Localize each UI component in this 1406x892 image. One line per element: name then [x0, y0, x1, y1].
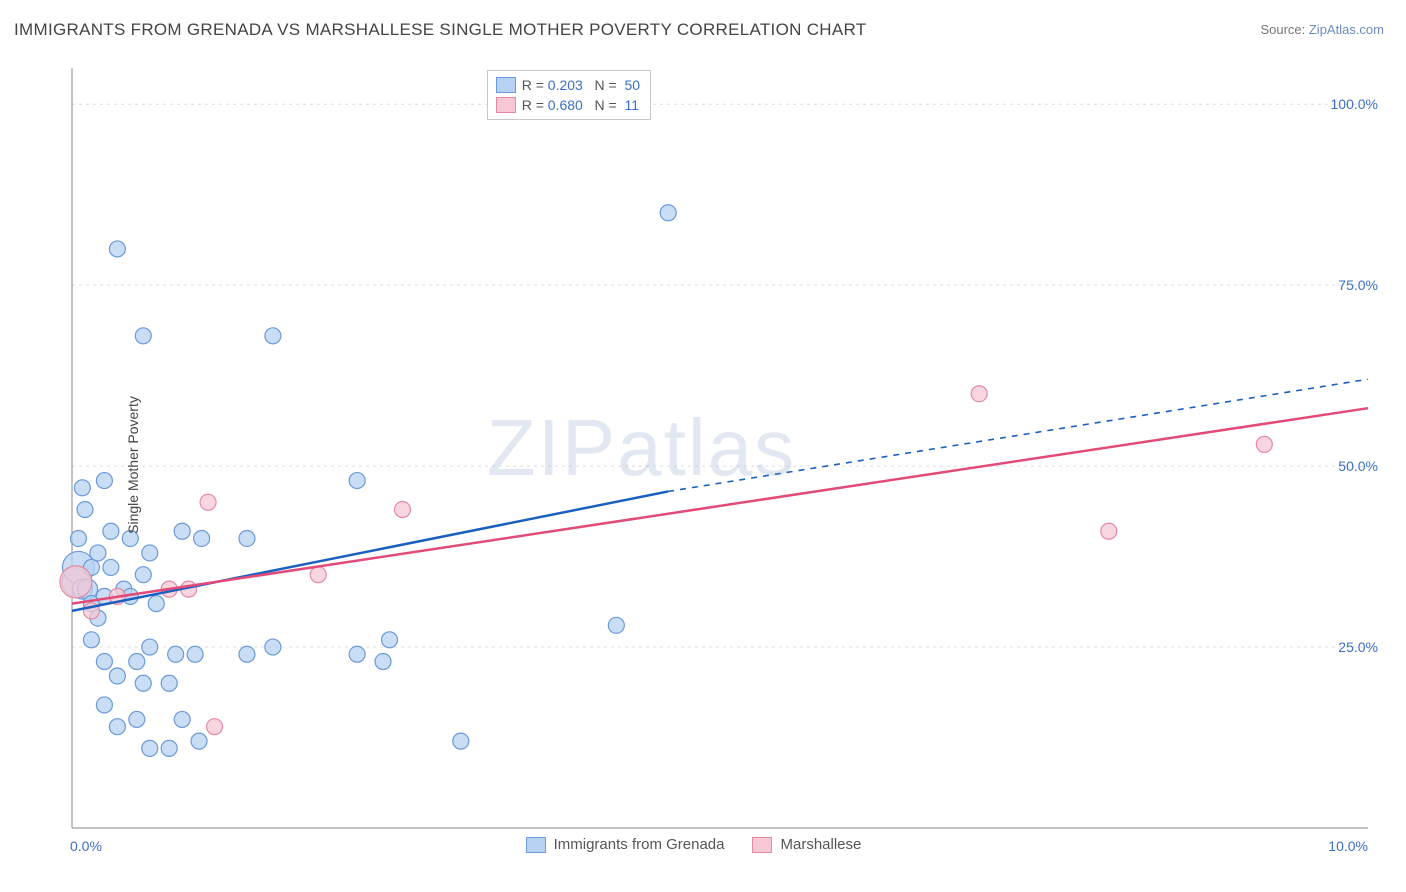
legend-swatch — [496, 97, 516, 113]
stats-legend-row: R = 0.680 N = 11 — [496, 95, 640, 115]
x-tick-label: 0.0% — [70, 838, 102, 854]
legend-item: Immigrants from Grenada — [526, 836, 725, 853]
scatter-plot — [50, 60, 1390, 870]
chart-title: IMMIGRANTS FROM GRENADA VS MARSHALLESE S… — [14, 20, 866, 40]
y-tick-label: 25.0% — [1338, 639, 1378, 655]
legend-swatch — [752, 837, 772, 853]
stats-text: R = 0.680 N = 11 — [522, 95, 639, 115]
legend-swatch — [496, 77, 516, 93]
legend-label: Marshallese — [780, 836, 861, 853]
y-tick-label: 75.0% — [1338, 277, 1378, 293]
y-tick-label: 50.0% — [1338, 458, 1378, 474]
legend-label: Immigrants from Grenada — [554, 836, 725, 853]
stats-legend-row: R = 0.203 N = 50 — [496, 75, 640, 95]
source-link[interactable]: ZipAtlas.com — [1309, 22, 1384, 37]
chart-area: Single Mother Poverty ZIPatlas R = 0.203… — [50, 60, 1390, 870]
stats-legend: R = 0.203 N = 50R = 0.680 N = 11 — [487, 70, 651, 120]
y-axis-label: Single Mother Poverty — [125, 396, 141, 534]
source-attribution: Source: ZipAtlas.com — [1260, 22, 1384, 37]
legend-swatch — [526, 837, 546, 853]
y-tick-label: 100.0% — [1331, 96, 1378, 112]
legend-item: Marshallese — [752, 836, 861, 853]
stats-text: R = 0.203 N = 50 — [522, 75, 640, 95]
source-label: Source: — [1260, 22, 1308, 37]
series-legend: Immigrants from Grenada Marshallese — [526, 836, 862, 853]
x-tick-label: 10.0% — [1328, 838, 1368, 854]
